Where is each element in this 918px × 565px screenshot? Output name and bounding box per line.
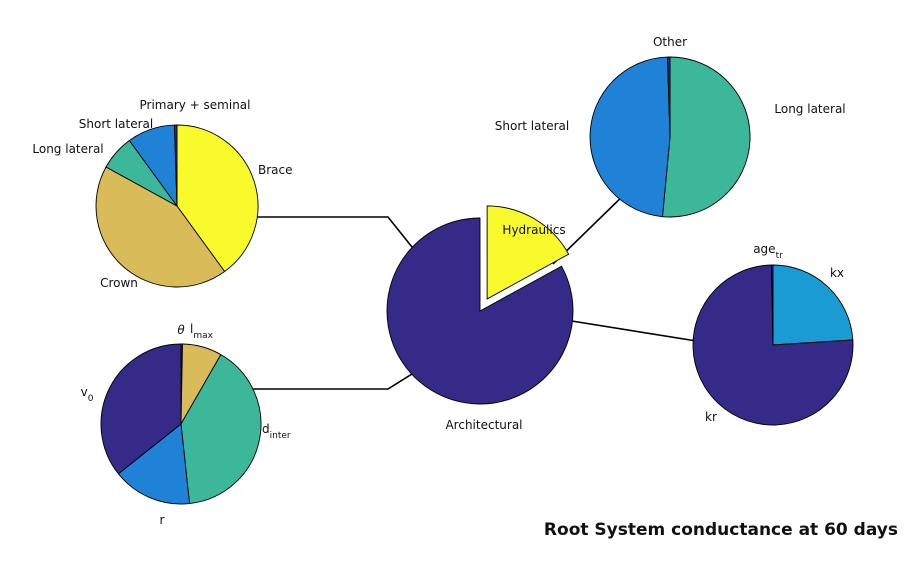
- pie-architectural-root-types: [95, 124, 259, 288]
- slice-architectural-parameters-dinter: [180, 354, 262, 505]
- label-hydraulics-root-types-short-lateral: Short lateral: [495, 119, 569, 133]
- slice-main-hydraulics: [486, 205, 570, 300]
- slice-hydraulics-root-types-other: [667, 56, 671, 138]
- slice-labels: Hydraulics Architectural Brace Crown Long la…: [32, 35, 845, 527]
- connector-architectural-parameters: [233, 368, 421, 390]
- label-hydraulics-root-types-other: Other: [653, 35, 687, 49]
- label-architectural-root-types-long-lateral: Long lateral: [32, 142, 103, 156]
- label-architectural-parameters-lmax: lmax: [190, 322, 214, 341]
- pie-architectural-parameters: [100, 343, 262, 505]
- slice-hydraulics-parameters-kx: [772, 264, 854, 346]
- label-hydraulics-parameters-kx: kx: [830, 266, 844, 280]
- label-hydraulics-parameters-agetr: agetr: [753, 242, 783, 261]
- label-main-hydraulics: Hydraulics: [502, 223, 565, 237]
- connector-architectural-root-types: [236, 216, 421, 258]
- label-architectural-parameters-: θ: [177, 323, 185, 337]
- label-architectural-root-types-crown: Crown: [100, 276, 138, 290]
- slice-hydraulics-parameters-agetr: [771, 264, 774, 346]
- slice-architectural-root-types-crown: [95, 166, 226, 288]
- pie-hydraulics-root-types: [589, 56, 751, 218]
- pie-main: [386, 205, 574, 405]
- label-architectural-root-types-primary-seminal: Primary + seminal: [139, 98, 250, 112]
- label-architectural-parameters-r: r: [160, 513, 165, 527]
- label-architectural-root-types-brace: Brace: [258, 163, 293, 177]
- figure-caption: Root System conductance at 60 days: [543, 520, 898, 540]
- slice-architectural-root-types-primary-seminal: [173, 124, 178, 207]
- slice-architectural-parameters-v0: [100, 343, 182, 475]
- slice-main-architectural: [386, 217, 574, 405]
- slice-architectural-parameters-r: [117, 423, 191, 505]
- label-architectural-parameters-v0: v0: [81, 385, 94, 404]
- label-main-architectural: Architectural: [445, 418, 522, 432]
- connector-hydraulics-parameters: [552, 317, 710, 344]
- slice-hydraulics-root-types-short-lateral: [589, 56, 671, 218]
- pie-hydraulics-parameters: [692, 264, 854, 426]
- slice-hydraulics-root-types-long-lateral: [661, 56, 751, 218]
- label-architectural-root-types-short-lateral: Short lateral: [79, 117, 153, 131]
- slice-architectural-root-types-brace: [176, 124, 259, 273]
- pie-charts: [95, 56, 854, 505]
- label-hydraulics-parameters-kr: kr: [705, 410, 717, 424]
- label-architectural-parameters-dinter: dinter: [262, 422, 291, 441]
- label-hydraulics-root-types-long-lateral: Long lateral: [774, 102, 845, 116]
